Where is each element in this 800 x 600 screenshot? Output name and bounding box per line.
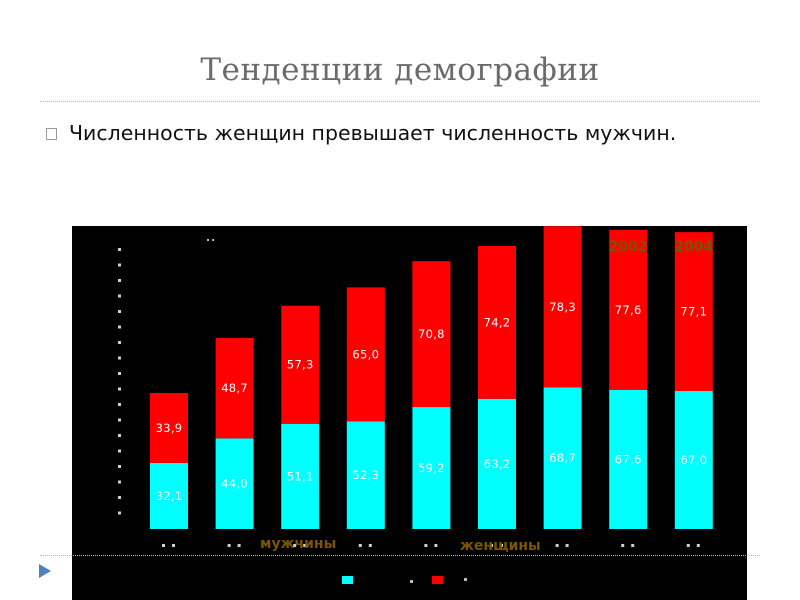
square-bullet-icon (46, 128, 57, 140)
legend-swatch-men (342, 576, 353, 584)
bullet-point: Численность женщин превышает численность… (46, 118, 676, 148)
data-label-men: 32,1 (156, 489, 183, 503)
x-axis-tick-mark (424, 544, 428, 547)
legend-swatch-women (432, 576, 443, 584)
y-axis-tick-mark (118, 310, 121, 313)
bar-men (215, 438, 254, 529)
bar-women (609, 229, 648, 390)
x-axis-tick-mark (293, 544, 297, 547)
x-axis-tick-mark (162, 544, 165, 547)
x-axis-tick-mark (237, 544, 241, 547)
bar-men (543, 387, 582, 529)
legend-marker (410, 580, 413, 583)
year-label: 2002 (609, 239, 648, 255)
x-axis-tick-mark (696, 544, 700, 547)
y-axis-tick-mark (118, 418, 121, 422)
y-axis-tick-mark (118, 511, 121, 515)
legend-label-women: женщины (460, 538, 541, 554)
x-axis-tick-mark (303, 544, 307, 547)
bar-women (674, 232, 713, 391)
bar-women (412, 261, 451, 408)
x-axis-tick-mark (358, 544, 362, 547)
x-axis-tick-mark (555, 544, 559, 547)
data-label-women: 65,0 (352, 347, 379, 361)
y-axis-tick-mark (118, 356, 121, 360)
data-label-men: 67,6 (615, 452, 642, 466)
data-label-women: 77,1 (680, 305, 707, 319)
y-axis-tick-mark (118, 325, 121, 329)
bar-women (215, 338, 254, 439)
data-label-women: 78,3 (549, 300, 576, 314)
bar-women (150, 393, 188, 463)
x-axis-tick-mark (500, 544, 503, 547)
bottom-divider (40, 555, 760, 556)
data-label-men: 51,1 (287, 469, 314, 483)
bar-men (150, 462, 188, 529)
bullet-text: Численность женщин превышает численность… (69, 121, 677, 145)
y-axis-tick-mark (118, 372, 121, 375)
chart-panel: 32,1 33,9 44,0 48,7 51,1 57,3 52,3 65,0 59,2 70,8… (72, 226, 747, 600)
y-axis-tick-mark (118, 434, 121, 437)
y-axis-tick-mark (118, 279, 121, 282)
bar-men (609, 389, 648, 529)
y-axis-tick-mark (118, 496, 121, 499)
y-axis-tick-mark (118, 449, 121, 453)
bar-men (478, 398, 516, 529)
data-label-women: 74,2 (484, 315, 511, 329)
bar-men (281, 423, 320, 529)
x-axis-tick-mark (172, 544, 175, 547)
data-label-men: 52,3 (352, 468, 379, 482)
bar-women (281, 305, 320, 424)
title-divider (40, 101, 760, 102)
legend-label-men: мужчины (260, 536, 336, 552)
triangle-arrow-icon[interactable] (38, 563, 52, 579)
y-axis-tick-mark (118, 263, 121, 267)
data-label-men: 63,2 (484, 457, 511, 471)
bar-women (478, 245, 516, 399)
x-axis-tick-mark (434, 544, 438, 547)
data-label-men: 44,0 (221, 477, 248, 491)
data-label-men: 67,0 (680, 453, 707, 467)
slide-title: Тенденции демографии (200, 52, 600, 88)
data-label-women: 48,7 (221, 381, 248, 395)
stacked-bar-chart: 32,1 33,9 44,0 48,7 51,1 57,3 52,3 65,0 59,2 70,8… (118, 226, 714, 584)
data-label-women: 77,6 (615, 303, 642, 317)
x-axis-tick-mark (490, 544, 493, 547)
y-axis-tick-mark (118, 341, 121, 344)
y-axis-tick-mark (118, 480, 121, 484)
bar-women (346, 287, 385, 422)
chart-artifact (207, 239, 209, 241)
bar-women (543, 226, 582, 388)
y-axis-tick-mark (118, 387, 121, 391)
x-axis-tick-mark (368, 544, 372, 547)
y-axis-tick-mark (118, 465, 121, 468)
year-label: 2004 (674, 239, 713, 255)
data-label-men: 68,7 (549, 451, 576, 465)
data-label-women: 70,8 (418, 327, 445, 341)
chart-artifact (212, 239, 214, 241)
x-axis-tick-mark (686, 544, 690, 547)
y-axis-tick-mark (118, 403, 121, 406)
bar-men (412, 407, 451, 529)
bar-men (346, 421, 385, 529)
y-axis-tick-mark (118, 248, 121, 251)
x-axis-tick-mark (621, 544, 625, 547)
legend-marker (464, 578, 467, 581)
x-axis-tick-mark (227, 544, 231, 547)
data-label-men: 59,2 (418, 461, 445, 475)
x-axis-tick-mark (631, 544, 635, 547)
bar-men (674, 390, 713, 529)
data-label-women: 57,3 (287, 358, 314, 372)
data-label-women: 33,9 (156, 421, 183, 435)
x-axis-tick-mark (565, 544, 569, 547)
y-axis-tick-mark (118, 294, 121, 298)
